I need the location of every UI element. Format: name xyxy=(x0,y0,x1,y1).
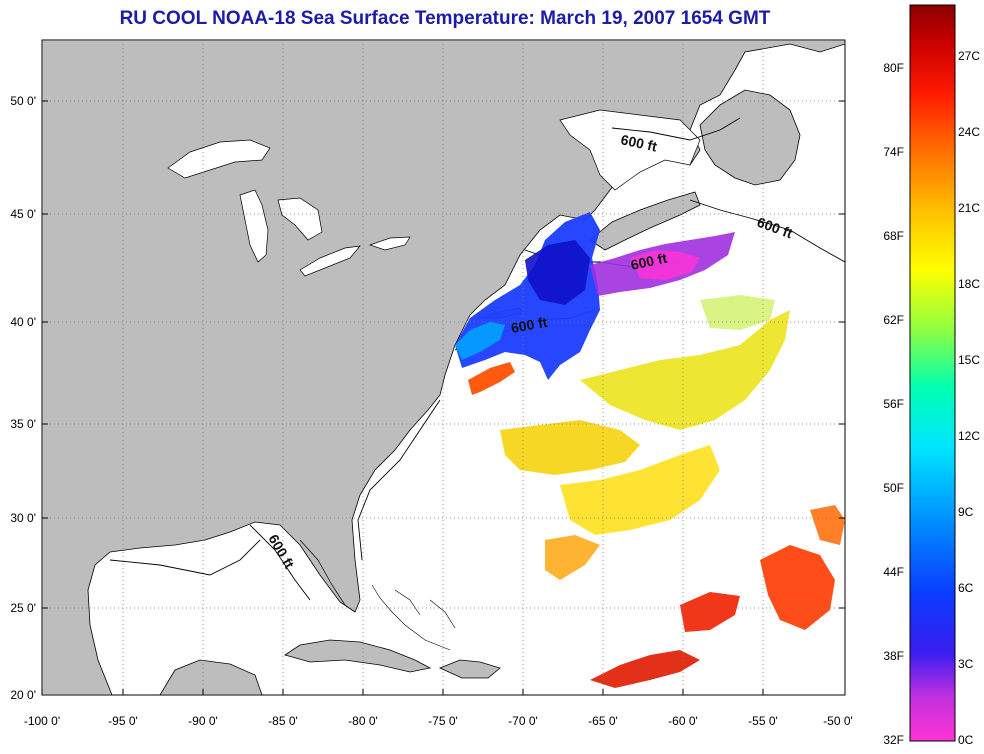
isobath-label-gulf-st-lawrence: 600 ft xyxy=(619,131,658,154)
sst-warm-patch-nj xyxy=(468,362,515,395)
lon-label: -60 0' xyxy=(668,714,698,728)
isobath-label-scotian-shelf: 600 ft xyxy=(629,250,668,273)
lake-ontario xyxy=(368,236,411,251)
sst-orange-1 xyxy=(545,535,600,580)
sst-red-3 xyxy=(590,650,700,688)
colorbar-c-label: 21C xyxy=(958,201,980,215)
land-hispaniola xyxy=(438,659,501,679)
colorbar-f-label: 32F xyxy=(883,733,904,747)
lat-label: 35 0' xyxy=(10,417,36,431)
lat-label: 40 0' xyxy=(10,315,36,329)
bahamas-banks xyxy=(371,584,456,651)
colorbar-c-label: 9C xyxy=(958,505,974,519)
land-newfoundland xyxy=(699,89,801,186)
lake-superior xyxy=(167,139,271,179)
lat-label: 25 0' xyxy=(10,601,36,615)
sst-yellow-2 xyxy=(580,310,790,430)
colorbar-f-label: 50F xyxy=(883,481,904,495)
lat-label: 45 0' xyxy=(10,207,36,221)
lat-label: 50 0' xyxy=(10,94,36,108)
colorbar-c-label: 3C xyxy=(958,657,974,671)
lon-label: -90 0' xyxy=(188,714,218,728)
florida-peninsula-edge xyxy=(299,539,356,613)
colorbar-celsius-labels: 27C 24C 21C 18C 15C 12C 9C 6C 3C 0C xyxy=(958,49,980,747)
lake-michigan xyxy=(239,189,269,263)
colorbar-c-label: 15C xyxy=(958,353,980,367)
sst-orange-2 xyxy=(810,505,845,545)
lat-label: 30 0' xyxy=(10,511,36,525)
lon-label: -100 0' xyxy=(24,714,60,728)
sst-cyan-edge xyxy=(455,322,505,360)
colorbar-f-label: 62F xyxy=(883,313,904,327)
lon-label: -85 0' xyxy=(268,714,298,728)
sst-red-1 xyxy=(760,545,835,630)
colorbar-f-label: 74F xyxy=(883,145,904,159)
lon-label: -75 0' xyxy=(428,714,458,728)
isobath-label-new-england: 600 ft xyxy=(510,314,549,336)
colorbar-fahrenheit-labels: 80F 74F 68F 62F 56F 50F 44F 38F 32F xyxy=(883,61,904,747)
lon-label: -70 0' xyxy=(508,714,538,728)
colorbar-f-label: 80F xyxy=(883,61,904,75)
colorbar-f-label: 68F xyxy=(883,229,904,243)
tick-marks xyxy=(41,100,846,695)
latitude-labels: 50 0' 45 0' 40 0' 35 0' 30 0' 25 0' 20 0… xyxy=(10,94,36,702)
lake-huron xyxy=(277,197,323,241)
colorbar-c-label: 24C xyxy=(958,125,980,139)
land-cuba xyxy=(284,639,432,673)
colorbar-f-label: 56F xyxy=(883,397,904,411)
colorbar xyxy=(909,4,956,742)
sst-red-2 xyxy=(680,592,740,632)
colorbar-f-label: 38F xyxy=(883,649,904,663)
lon-label: -95 0' xyxy=(108,714,138,728)
sst-magenta-scotian xyxy=(630,250,700,280)
lon-label: -80 0' xyxy=(348,714,378,728)
colorbar-c-label: 18C xyxy=(958,277,980,291)
lake-erie xyxy=(299,245,361,277)
colorbar-f-label: 44F xyxy=(883,565,904,579)
gulf-of-st-lawrence xyxy=(559,109,701,191)
sst-blue-deep xyxy=(525,240,590,305)
colorbar-c-label: 0C xyxy=(958,733,974,747)
land-yucatan xyxy=(159,659,263,695)
longitude-labels: -100 0' -95 0' -90 0' -85 0' -80 0' -75 … xyxy=(24,714,853,728)
colorbar-c-label: 6C xyxy=(958,581,974,595)
sst-yellow-1 xyxy=(500,420,640,475)
colorbar-c-label: 27C xyxy=(958,49,980,63)
lat-label: 20 0' xyxy=(10,688,36,702)
lon-label: -55 0' xyxy=(748,714,778,728)
sst-yellow-3 xyxy=(560,445,720,535)
colorbar-c-label: 12C xyxy=(958,429,980,443)
sst-greenish xyxy=(700,295,775,330)
chart-title: RU COOL NOAA-18 Sea Surface Temperature:… xyxy=(119,8,771,29)
sst-overlay xyxy=(455,212,845,688)
lon-label: -65 0' xyxy=(588,714,618,728)
lon-label: -50 0' xyxy=(823,714,853,728)
